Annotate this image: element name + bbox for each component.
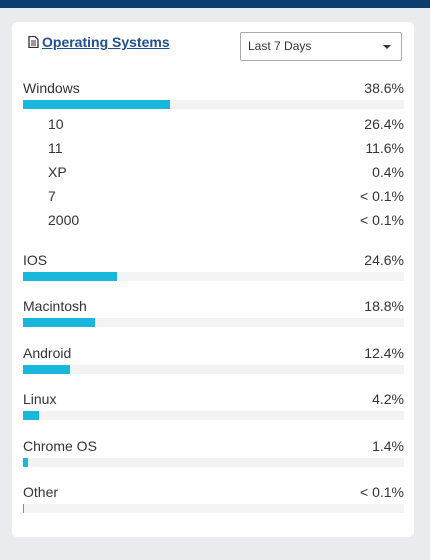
bar-track: [23, 504, 404, 513]
bar: [23, 272, 117, 281]
top-bar: [0, 0, 430, 8]
os-name: IOS: [23, 252, 48, 268]
bar-track: [23, 318, 404, 328]
bar: [23, 318, 95, 328]
os-percent: 4.2%: [372, 391, 404, 408]
caret: [383, 45, 391, 49]
bar-track: [23, 100, 404, 109]
version-percent: 26.4%: [364, 116, 404, 132]
version-name: 10: [48, 116, 64, 132]
bar-track: [23, 272, 404, 281]
bar-track: [23, 411, 404, 421]
os-name: Chrome OS: [23, 437, 97, 454]
version-percent: < 0.1%: [360, 188, 404, 204]
version-name: 7: [48, 188, 56, 204]
version-name: 11: [48, 140, 63, 156]
bar: [23, 411, 39, 421]
range-label: Last 7 Days: [248, 39, 312, 53]
bar: [23, 364, 71, 374]
title: Operating Systems: [42, 34, 170, 50]
doc-icon: [28, 36, 39, 48]
os-name: Other: [23, 484, 59, 500]
os-percent: 24.6%: [364, 252, 404, 268]
os-percent: 18.8%: [364, 298, 404, 315]
bar: [23, 457, 29, 467]
version-percent: < 0.1%: [360, 212, 404, 228]
title-link[interactable]: Operating Systems: [28, 34, 170, 50]
range-select[interactable]: Last 7 Days: [240, 32, 402, 61]
os-percent: 1.4%: [372, 437, 404, 454]
os-percent: 12.4%: [364, 344, 404, 361]
version-name: 2000: [48, 212, 80, 228]
card: Operating Systems Last 7 Days Windows 38.…: [12, 22, 414, 537]
version-percent: 11.6%: [365, 140, 404, 156]
os-percent: < 0.1%: [360, 484, 404, 500]
os-name: Linux: [23, 391, 57, 408]
bar-track: [23, 457, 404, 467]
os-name: Windows: [23, 80, 80, 96]
os-name: Android: [23, 344, 72, 361]
bar-stub: [23, 504, 24, 513]
bar-track: [23, 364, 404, 374]
bar: [23, 100, 171, 109]
version-percent: 0.4%: [372, 164, 404, 180]
os-name: Macintosh: [23, 298, 87, 315]
os-percent: 38.6%: [364, 80, 404, 96]
version-name: XP: [48, 164, 67, 180]
